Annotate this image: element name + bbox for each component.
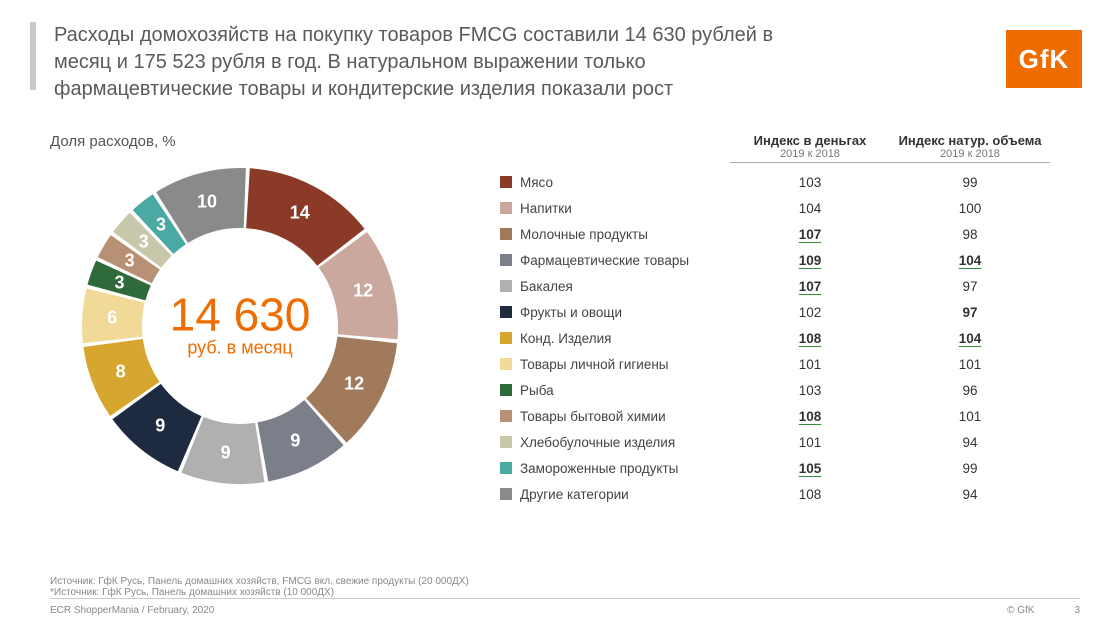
volume-index: 94 bbox=[890, 435, 1050, 450]
table-row: Конд. Изделия108104 bbox=[500, 325, 1080, 351]
col2-sub: 2019 к 2018 bbox=[730, 148, 890, 160]
table-row: Рыба10396 bbox=[500, 377, 1080, 403]
donut-center-sub: руб. в месяц bbox=[170, 338, 311, 359]
volume-index: 96 bbox=[890, 383, 1050, 398]
category-name: Рыба bbox=[520, 383, 730, 398]
money-index: 101 bbox=[730, 357, 890, 372]
legend-swatch bbox=[500, 228, 512, 240]
title-accent-bar bbox=[30, 22, 36, 90]
footer-source2: *Источник: ГфК Русь, Панель домашних хоз… bbox=[50, 587, 1080, 598]
money-index: 103 bbox=[730, 383, 890, 398]
money-index: 108 bbox=[730, 487, 890, 502]
category-name: Молочные продукты bbox=[520, 227, 730, 242]
category-name: Конд. Изделия bbox=[520, 331, 730, 346]
donut-center-value: 14 630 bbox=[170, 288, 311, 342]
table-row: Мясо10399 bbox=[500, 169, 1080, 195]
volume-index: 100 bbox=[890, 201, 1050, 216]
legend-swatch bbox=[500, 306, 512, 318]
volume-index: 99 bbox=[890, 175, 1050, 190]
volume-index: 98 bbox=[890, 227, 1050, 242]
volume-index: 97 bbox=[890, 279, 1050, 294]
volume-index: 104 bbox=[890, 331, 1050, 346]
volume-index: 101 bbox=[890, 357, 1050, 372]
money-index: 105 bbox=[730, 461, 890, 476]
category-name: Замороженные продукты bbox=[520, 461, 730, 476]
money-index: 103 bbox=[730, 175, 890, 190]
table-row: Напитки104100 bbox=[500, 195, 1080, 221]
volume-index: 104 bbox=[890, 253, 1050, 268]
gfk-logo: GfK bbox=[1006, 30, 1082, 88]
category-name: Товары личной гигиены bbox=[520, 357, 730, 372]
legend-swatch bbox=[500, 254, 512, 266]
col2-title: Индекс в деньгах bbox=[730, 133, 890, 148]
legend-swatch bbox=[500, 176, 512, 188]
table-row: Товары личной гигиены101101 bbox=[500, 351, 1080, 377]
volume-index: 97 bbox=[890, 305, 1050, 320]
money-index: 109 bbox=[730, 253, 890, 268]
money-index: 108 bbox=[730, 409, 890, 424]
table-row: Хлебобулочные изделия10194 bbox=[500, 429, 1080, 455]
table-row: Фрукты и овощи10297 bbox=[500, 299, 1080, 325]
legend-swatch bbox=[500, 280, 512, 292]
money-index: 107 bbox=[730, 227, 890, 242]
money-index: 104 bbox=[730, 201, 890, 216]
table-body: Мясо10399Напитки104100Молочные продукты1… bbox=[500, 169, 1080, 507]
col3-sub: 2019 к 2018 bbox=[890, 148, 1050, 160]
table-row: Замороженные продукты10599 bbox=[500, 455, 1080, 481]
table-header: Индекс в деньгах 2019 к 2018 Индекс нату… bbox=[500, 133, 1080, 163]
category-name: Фрукты и овощи bbox=[520, 305, 730, 320]
col3-title: Индекс натур. объема bbox=[890, 133, 1050, 148]
category-name: Товары бытовой химии bbox=[520, 409, 730, 424]
legend-swatch bbox=[500, 332, 512, 344]
footer-copyright: © GfK bbox=[1007, 605, 1034, 616]
category-name: Другие категории bbox=[520, 487, 730, 502]
legend-swatch bbox=[500, 488, 512, 500]
category-name: Хлебобулочные изделия bbox=[520, 435, 730, 450]
category-name: Мясо bbox=[520, 175, 730, 190]
page-title: Расходы домохозяйств на покупку товаров … bbox=[54, 22, 794, 103]
category-name: Напитки bbox=[520, 201, 730, 216]
money-index: 101 bbox=[730, 435, 890, 450]
category-name: Бакалея bbox=[520, 279, 730, 294]
money-index: 108 bbox=[730, 331, 890, 346]
legend-swatch bbox=[500, 202, 512, 214]
category-name: Фармацевтические товары bbox=[520, 253, 730, 268]
volume-index: 101 bbox=[890, 409, 1050, 424]
legend-swatch bbox=[500, 410, 512, 422]
footer-page: 3 bbox=[1074, 605, 1080, 616]
legend-swatch bbox=[500, 462, 512, 474]
table-row: Молочные продукты10798 bbox=[500, 221, 1080, 247]
table-row: Фармацевтические товары109104 bbox=[500, 247, 1080, 273]
legend-swatch bbox=[500, 436, 512, 448]
legend-swatch bbox=[500, 384, 512, 396]
table-row: Бакалея10797 bbox=[500, 273, 1080, 299]
money-index: 102 bbox=[730, 305, 890, 320]
volume-index: 99 bbox=[890, 461, 1050, 476]
table-row: Товары бытовой химии108101 bbox=[500, 403, 1080, 429]
table-row: Другие категории10894 bbox=[500, 481, 1080, 507]
donut-chart: 14 630 руб. в месяц 14121299986333310 bbox=[50, 158, 430, 488]
footer-source1: Источник: ГфК Русь, Панель домашних хозя… bbox=[50, 576, 1080, 587]
legend-swatch bbox=[500, 358, 512, 370]
money-index: 107 bbox=[730, 279, 890, 294]
footer-left: ECR ShopperMania / February, 2020 bbox=[50, 605, 214, 616]
chart-title: Доля расходов, % bbox=[50, 133, 490, 150]
volume-index: 94 bbox=[890, 487, 1050, 502]
